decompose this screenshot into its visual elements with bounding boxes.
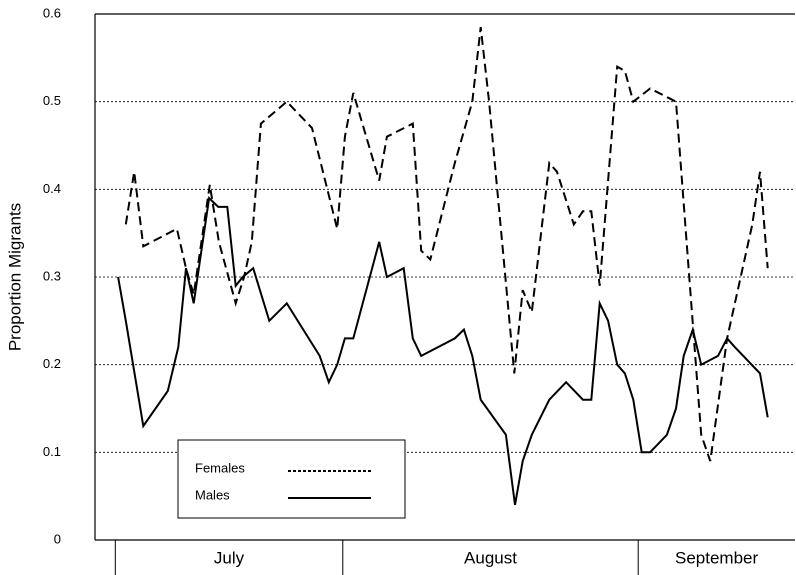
- y-tick-label: 0.5: [43, 93, 61, 108]
- y-tick-label: 0.3: [43, 268, 61, 283]
- series-line: [117, 196, 769, 506]
- y-tick-label: 0: [54, 531, 61, 546]
- legend: Females Males: [177, 439, 406, 519]
- legend-box: [177, 439, 406, 519]
- x-section-label: September: [675, 548, 758, 567]
- series-line: [124, 26, 769, 462]
- x-section-label: August: [464, 548, 517, 567]
- y-axis-label: Proportion Migrants: [5, 203, 24, 351]
- legend-label: Males: [195, 487, 230, 502]
- y-tick-label: 0.4: [43, 181, 61, 196]
- x-section-label: July: [214, 548, 245, 567]
- y-tick-label: 0.1: [43, 444, 61, 459]
- y-tick-label: 0.2: [43, 356, 61, 371]
- legend-label: Females: [195, 460, 245, 475]
- y-tick-label: 0.6: [43, 5, 61, 20]
